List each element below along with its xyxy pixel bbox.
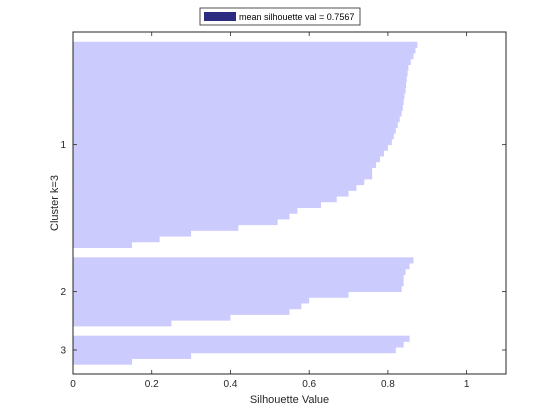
silhouette-bar (73, 219, 278, 226)
x-axis-label: Silhouette Value (250, 394, 329, 406)
legend-box (199, 7, 361, 26)
y-axis-label: Cluster k=3 (49, 175, 61, 231)
silhouette-bar (73, 358, 133, 365)
x-tick-label: 0.6 (302, 379, 316, 390)
silhouette-bar (73, 274, 404, 281)
silhouette-bar (73, 81, 407, 88)
silhouette-bar (73, 308, 290, 315)
silhouette-bar (73, 201, 321, 208)
silhouette-bar (73, 280, 404, 287)
silhouette-bar (73, 76, 407, 83)
silhouette-bar (73, 156, 381, 163)
silhouette-bar (73, 104, 403, 111)
legend-label: mean silhouette val = 0.7567 (239, 12, 354, 22)
silhouette-bar (73, 58, 411, 65)
y-tick-label: 3 (60, 345, 66, 356)
silhouette-bar (73, 144, 388, 151)
silhouette-bar (73, 116, 400, 123)
x-tick-label: 0.4 (224, 379, 238, 390)
silhouette-bar (73, 173, 373, 180)
silhouette-bar (73, 87, 406, 94)
x-axis-ticks: 0 0.2 0.4 0.6 0.8 1 (70, 32, 470, 390)
silhouette-bar (73, 190, 349, 197)
silhouette-bar (73, 263, 410, 270)
silhouette-bar (73, 213, 290, 220)
silhouette-bar (73, 178, 365, 186)
silhouette-bar (73, 347, 396, 354)
silhouette-bar (73, 98, 404, 106)
silhouette-bar (73, 167, 373, 174)
x-tick-label: 0 (70, 379, 76, 390)
silhouette-bar (73, 314, 231, 321)
silhouette-bar (73, 110, 402, 117)
silhouette-bar (73, 53, 414, 60)
silhouette-bar (73, 133, 394, 140)
silhouette-bar (73, 335, 410, 342)
silhouette-bar (73, 341, 404, 348)
silhouette-bar (73, 127, 396, 134)
legend: mean silhouette val = 0.7567 (199, 7, 361, 26)
y-tick-label: 1 (60, 140, 66, 151)
silhouette-bar (73, 64, 409, 71)
y-tick-label: 2 (60, 287, 66, 298)
silhouette-bar (73, 224, 239, 231)
silhouette-bar (73, 320, 172, 327)
silhouette-bar (73, 236, 160, 243)
silhouette-bar (73, 352, 192, 359)
x-tick-label: 0.2 (145, 379, 159, 390)
silhouette-bar (73, 196, 337, 203)
silhouette-bar (73, 161, 377, 168)
plot-frame (72, 31, 507, 375)
silhouette-bar (73, 297, 310, 304)
silhouette-bar (73, 303, 302, 310)
legend-swatch (204, 12, 236, 21)
silhouette-bar (73, 93, 405, 100)
silhouette-bar (73, 268, 406, 275)
silhouette-bar (73, 47, 416, 54)
y-axis-ticks: 1 2 3 (60, 140, 506, 356)
silhouette-bar (73, 207, 298, 214)
silhouette-bar (73, 41, 418, 48)
x-tick-label: 0.8 (381, 379, 395, 390)
silhouette-bar (73, 121, 398, 128)
silhouette-bar (73, 291, 349, 298)
x-tick-label: 1 (464, 379, 470, 390)
silhouette-bar (73, 184, 357, 191)
silhouette-bar (73, 285, 402, 293)
silhouette-bar (73, 230, 192, 237)
silhouette-bar (73, 138, 392, 146)
silhouette-bar (73, 70, 408, 77)
silhouette-bar (73, 241, 133, 249)
silhouette-bar (73, 257, 414, 264)
silhouette-bars (73, 41, 418, 365)
silhouette-bar (73, 150, 384, 157)
